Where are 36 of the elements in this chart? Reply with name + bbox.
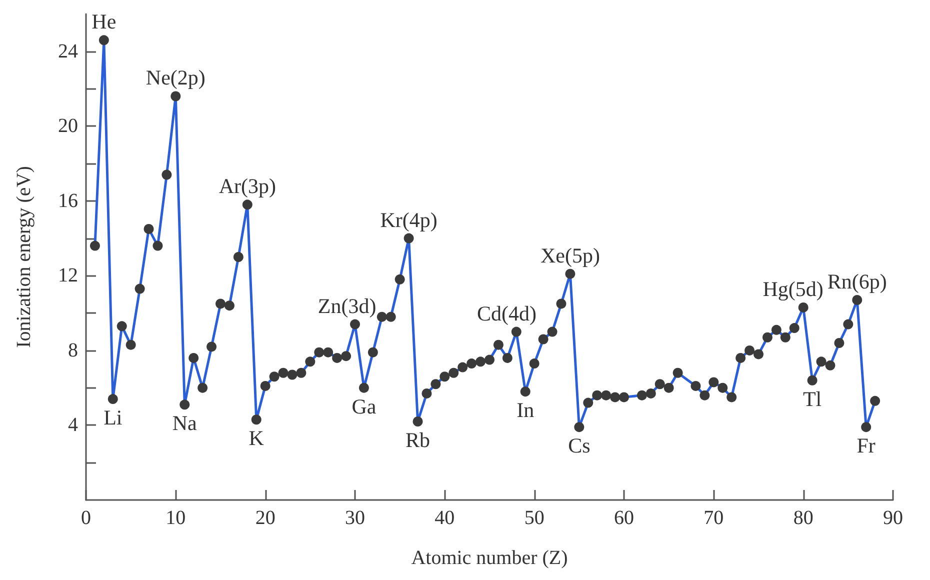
annotation: Ga [352, 394, 377, 418]
annotation: Li [104, 406, 122, 430]
annotation: Kr(4p) [380, 208, 438, 232]
x-tick-label: 80 [793, 507, 814, 529]
x-tick-label: 40 [434, 507, 455, 529]
annotation: Rb [406, 428, 430, 452]
annotation: K [248, 426, 264, 450]
x-tick-label: 10 [166, 507, 186, 529]
x-tick-label: 60 [614, 507, 634, 529]
y-tick-label: 4 [68, 414, 78, 436]
x-tick-label: 50 [524, 507, 544, 529]
y-tick-label: 12 [58, 264, 78, 287]
annotation: Xe(5p) [540, 243, 600, 268]
x-axis-title: Atomic number (Z) [411, 547, 568, 569]
annotation: He [92, 10, 116, 34]
annotation: Tl [802, 386, 822, 411]
x-tick-label: 70 [704, 507, 724, 529]
y-tick-label: 16 [58, 190, 78, 212]
y-tick-label: 20 [58, 115, 78, 138]
annotation: Cs [568, 434, 590, 458]
annotation: Cd(4d) [476, 301, 536, 326]
annotation: In [516, 398, 535, 422]
annotation: Fr [856, 434, 876, 458]
x-tick-label: 30 [345, 507, 365, 529]
y-tick-label: 24 [58, 40, 78, 62]
annotation: Ar(3p) [218, 174, 276, 198]
y-axis-title: Ionization energy (eV) [13, 166, 35, 348]
x-tick-label: 90 [883, 507, 903, 529]
annotation: Rn(6p) [827, 269, 887, 294]
annotation: Na [172, 411, 198, 436]
x-tick-label: 0 [81, 507, 91, 529]
annotation: Hg(5d) [762, 276, 824, 301]
y-tick-label: 8 [68, 339, 78, 362]
x-tick-label: 20 [255, 507, 276, 529]
annotation: Ne(2p) [146, 66, 206, 90]
annotation: Zn(3d) [318, 294, 376, 318]
